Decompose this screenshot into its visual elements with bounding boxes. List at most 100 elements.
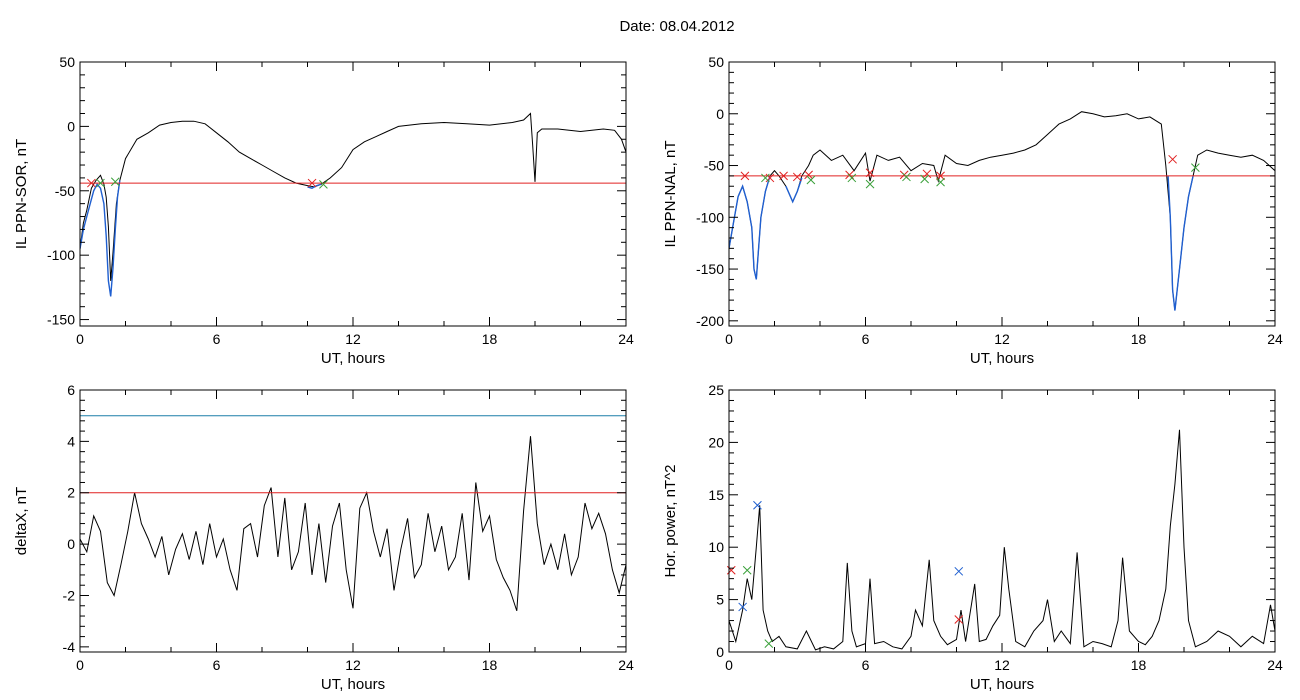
- plot-frame: [728, 389, 1276, 653]
- y-tick-label: -200: [696, 313, 724, 329]
- series-line-4: [1167, 175, 1194, 311]
- y-tick-label: 2: [67, 485, 75, 501]
- x-marker: [742, 565, 752, 575]
- plot-frame: [728, 61, 1276, 327]
- x-marker: [865, 168, 875, 178]
- y-tick-label: -100: [47, 247, 75, 263]
- x-tick-label: 18: [482, 331, 498, 347]
- x-marker: [936, 177, 945, 187]
- series-line-2: [729, 175, 771, 280]
- series-line-1: [80, 436, 626, 612]
- x-marker: [1168, 154, 1177, 164]
- y-tick-label: 50: [708, 54, 724, 70]
- y-tick-label: -4: [63, 639, 76, 655]
- x-axis-label: UT, hours: [321, 676, 385, 693]
- x-axis-label: UT, hours: [970, 676, 1034, 693]
- x-tick-label: 0: [725, 657, 733, 673]
- x-tick-label: 18: [482, 657, 498, 673]
- x-marker: [87, 178, 96, 188]
- x-tick-label: 6: [862, 331, 870, 347]
- y-tick-label: -150: [47, 312, 75, 328]
- x-marker: [779, 171, 788, 181]
- y-axis-label: Hor. power, nT^2: [662, 465, 679, 578]
- chart-date-title: Date: 08.04.2012: [619, 18, 735, 35]
- series-line-3: [785, 177, 803, 204]
- x-marker: [902, 172, 911, 182]
- series-line-1: [80, 112, 626, 281]
- y-tick-label: 4: [67, 433, 75, 449]
- x-marker: [954, 615, 964, 624]
- y-tick-label: 10: [708, 539, 724, 555]
- x-marker: [761, 173, 770, 183]
- x-tick-label: 24: [618, 657, 634, 673]
- y-tick-label: 20: [708, 434, 724, 450]
- plot-area: [729, 111, 1275, 311]
- y-tick-label: 25: [708, 382, 724, 398]
- plot-area: [729, 390, 1275, 651]
- x-marker: [319, 179, 328, 189]
- panel-4: 0 6 12 18 24 0 5 10 15 20 25 UT, hours Hor. power, n…: [662, 382, 1283, 693]
- x-tick-label: 6: [213, 331, 221, 347]
- x-tick-label: 6: [213, 657, 221, 673]
- x-marker: [738, 602, 748, 612]
- x-axis-label: UT, hours: [321, 350, 385, 367]
- y-tick-label: -100: [696, 209, 724, 225]
- x-tick-label: 24: [1267, 331, 1283, 347]
- y-tick-label: -150: [696, 261, 724, 277]
- x-marker: [865, 179, 875, 189]
- y-tick-label: 0: [716, 106, 724, 122]
- x-tick-label: 18: [1131, 331, 1147, 347]
- panel-2: 0 6 12 18 24 -200 -150 -100 -50 0 50 UT, hours IL PP…: [662, 54, 1283, 367]
- x-tick-label: 0: [725, 331, 733, 347]
- series-line-2: [80, 180, 121, 297]
- x-marker: [847, 173, 857, 183]
- y-tick-label: -50: [704, 158, 724, 174]
- x-marker: [936, 171, 945, 181]
- y-tick-label: -50: [55, 183, 75, 199]
- series-line-1: [729, 429, 1275, 651]
- x-tick-label: 24: [1267, 657, 1283, 673]
- x-tick-label: 18: [1131, 657, 1147, 673]
- y-tick-label: 0: [67, 536, 75, 552]
- plot-frame: [79, 389, 627, 653]
- series-line-1: [729, 111, 1275, 311]
- x-marker: [920, 174, 930, 184]
- x-marker: [96, 178, 105, 188]
- x-marker: [1191, 163, 1200, 172]
- x-tick-label: 12: [994, 331, 1010, 347]
- x-tick-label: 0: [76, 657, 84, 673]
- x-tick-label: 12: [345, 657, 361, 673]
- x-marker: [804, 170, 813, 180]
- x-tick-label: 12: [994, 657, 1010, 673]
- x-marker: [740, 171, 750, 181]
- x-marker: [764, 639, 774, 648]
- x-tick-label: 0: [76, 331, 84, 347]
- x-marker: [765, 173, 775, 183]
- x-tick-label: 6: [862, 657, 870, 673]
- y-tick-label: 50: [59, 54, 75, 70]
- x-axis-label: UT, hours: [970, 350, 1034, 367]
- y-axis-label: IL PPN-SOR, nT: [13, 139, 30, 249]
- y-tick-label: 0: [716, 644, 724, 660]
- x-tick-label: 12: [345, 331, 361, 347]
- x-marker: [922, 169, 932, 179]
- x-marker: [954, 566, 964, 576]
- y-axis-label: IL PPN-NAL, nT: [662, 141, 679, 248]
- panel-1: 0 6 12 18 24 -150 -100 -50 0 50 UT, hours IL PPN-SO…: [13, 54, 634, 367]
- plot-frame: [79, 61, 627, 327]
- x-marker: [307, 178, 317, 188]
- plot-area: [80, 415, 626, 612]
- y-tick-label: 15: [708, 487, 724, 503]
- x-marker: [726, 565, 736, 575]
- x-marker: [806, 175, 816, 185]
- y-tick-label: -2: [63, 587, 76, 603]
- plot-area: [80, 112, 626, 297]
- y-tick-label: 0: [67, 118, 75, 134]
- x-marker: [110, 177, 120, 187]
- y-axis-label: deltaX, nT: [13, 487, 30, 555]
- x-tick-label: 24: [618, 331, 634, 347]
- y-tick-label: 5: [716, 592, 724, 608]
- x-marker: [792, 172, 802, 182]
